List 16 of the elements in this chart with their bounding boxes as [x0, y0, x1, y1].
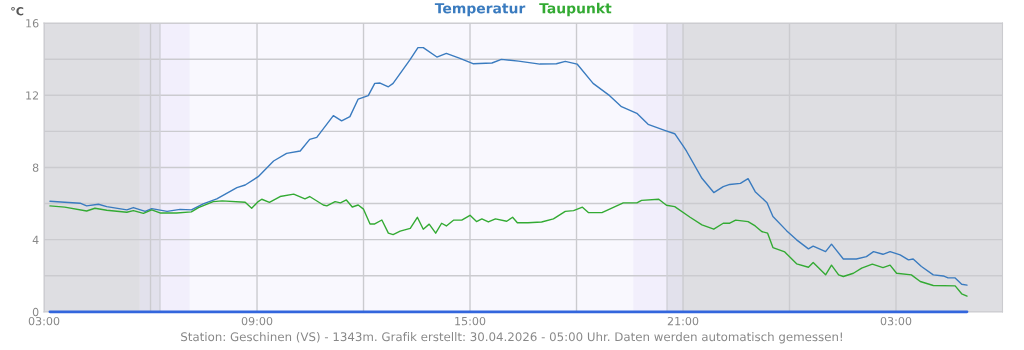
y-axis-title: °C	[11, 6, 24, 16]
x-tick-label: 03:00	[28, 316, 60, 326]
text: Temperatur	[434, 3, 526, 17]
x-tick-label: 15:00	[455, 316, 486, 326]
y-tick-label: 12	[26, 91, 39, 100]
y-tick-label: 4	[32, 235, 39, 244]
text: Station: Geschinen (VS) - 1343m. Grafik erstellt: 30.04.2026 - 05:00 Uhr. Daten werden automatisch gemessen!	[181, 332, 842, 344]
y-tick-label: 16	[26, 19, 39, 28]
x-tick-label: 09:00	[241, 316, 273, 326]
line-series	[49, 193, 968, 297]
x-tick-label: 21:00	[667, 316, 699, 326]
y-tick-label: 0	[32, 307, 39, 317]
y-tick-label: 8	[32, 163, 39, 172]
text: Taupunkt	[539, 2, 612, 17]
x-tick-label: 03:00	[880, 316, 912, 326]
line-series	[49, 46, 968, 286]
